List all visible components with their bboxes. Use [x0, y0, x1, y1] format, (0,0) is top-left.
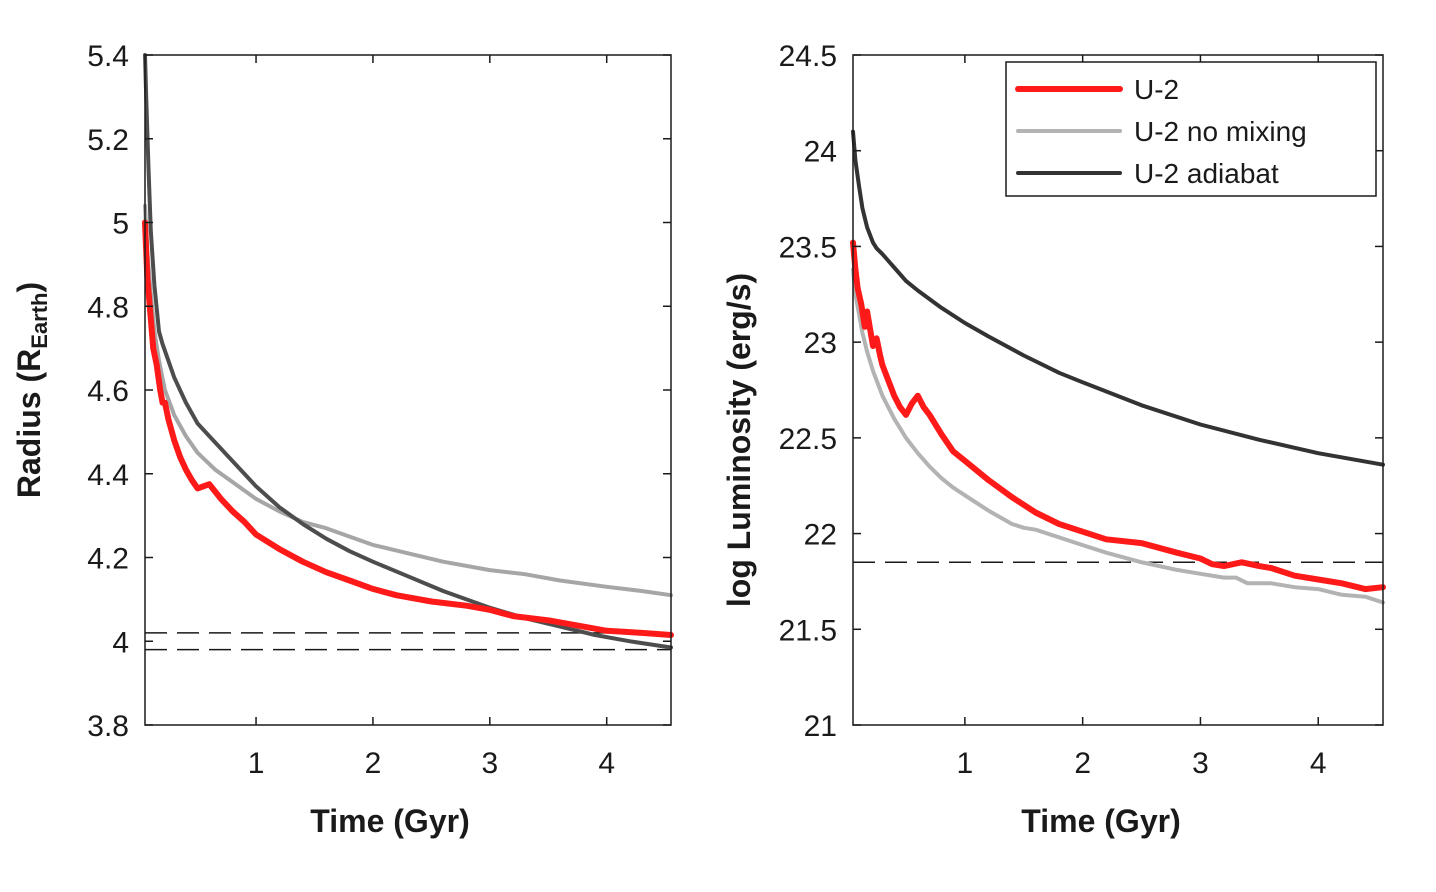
legend-label-u2-no-mixing: U-2 no mixing: [1134, 116, 1307, 147]
luminosity-plot-frame: [852, 54, 1384, 726]
radius-y-axis-title-subscript: Earth: [27, 293, 52, 349]
radius-y-tick-label: 5.2: [87, 124, 129, 157]
luminosity-y-tick-label: 24.5: [779, 40, 837, 73]
luminosity-y-tick-label: 22.5: [779, 423, 837, 456]
radius-y-tick-label: 3.8: [87, 710, 129, 743]
radius-chart-panel: 1 2 3 4 3.8 4 4.2 4.4 4.6 4.8 5 5.2 5.4 Time (Gyr) R…: [11, 40, 674, 839]
radius-plot-frame: [144, 54, 672, 726]
radius-y-tick-label: 4.6: [87, 375, 129, 408]
luminosity-x-tick-label: 3: [1192, 747, 1209, 780]
radius-y-tick-label: 5.4: [87, 40, 129, 73]
luminosity-y-tick-label: 23: [804, 327, 837, 360]
luminosity-y-tick-label: 24: [804, 136, 837, 169]
radius-series-u-2-adiabat: [143, 53, 673, 650]
luminosity-y-tick-label: 23.5: [779, 231, 837, 264]
luminosity-y-tick-label: 22: [804, 519, 837, 552]
legend-label-u2: U-2: [1134, 74, 1179, 105]
legend: U-2 U-2 no mixing U-2 adiabat: [1005, 61, 1377, 197]
luminosity-x-tick-label: 2: [1074, 747, 1091, 780]
radius-y-tick-label: 4.4: [87, 459, 129, 492]
luminosity-series-u-2-adiabat: [851, 129, 1385, 467]
radius-y-tick-label: 4.8: [87, 291, 129, 324]
radius-y-axis-title-main: Radius (R: [11, 349, 47, 498]
radius-series-u-2-no-mixing: [143, 203, 673, 598]
radius-y-tick-label: 4.2: [87, 543, 129, 576]
radius-x-tick-label: 1: [248, 747, 265, 780]
luminosity-y-tick-label: 21.5: [779, 614, 837, 647]
radius-y-axis-title: Radius (REarth): [11, 282, 52, 498]
radius-x-tick-label: 4: [598, 747, 615, 780]
luminosity-x-tick-label: 4: [1310, 747, 1327, 780]
luminosity-plot-lines: [850, 129, 1386, 605]
radius-series-u-2: [142, 219, 674, 638]
luminosity-x-tick-label: 1: [957, 747, 974, 780]
radius-y-tick-label: 4: [112, 626, 129, 659]
luminosity-series-u-2: [850, 239, 1386, 593]
luminosity-series-u-2-no-mixing: [851, 267, 1385, 605]
radius-axis-ticks: 1 2 3 4 3.8 4 4.2 4.4 4.6 4.8 5 5.2 5.4: [87, 40, 671, 780]
radius-y-axis-title-close: ): [11, 282, 47, 293]
luminosity-x-axis-title: Time (Gyr): [1021, 803, 1180, 839]
radius-plot-lines: [142, 53, 674, 651]
legend-label-u2-adiabat: U-2 adiabat: [1134, 158, 1279, 189]
radius-x-tick-label: 2: [365, 747, 382, 780]
luminosity-y-axis-title: log Luminosity (erg/s): [721, 273, 757, 607]
radius-x-axis-title: Time (Gyr): [310, 803, 469, 839]
luminosity-y-tick-label: 21: [804, 710, 837, 743]
radius-x-tick-label: 3: [481, 747, 498, 780]
radius-y-tick-label: 5: [112, 208, 129, 241]
